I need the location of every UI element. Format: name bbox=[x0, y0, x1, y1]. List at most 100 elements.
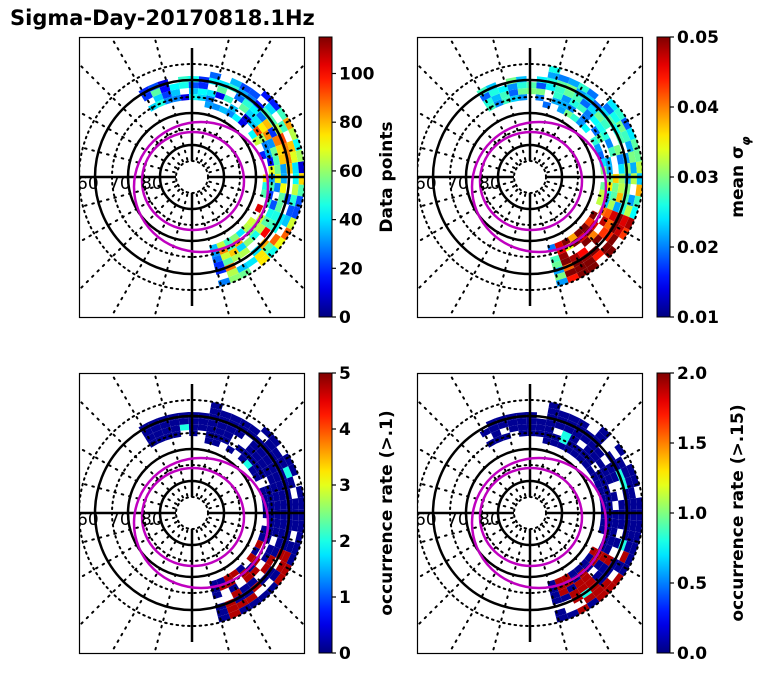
grid-radial-dotted bbox=[546, 145, 642, 174]
data-bin bbox=[235, 242, 247, 253]
data-bin bbox=[219, 410, 233, 420]
data-bin bbox=[282, 453, 294, 467]
colorbar-label: occurrence rate (>.1) bbox=[377, 410, 397, 615]
data-bin bbox=[609, 471, 620, 483]
data-bin bbox=[518, 94, 528, 101]
data-bin bbox=[297, 497, 304, 510]
data-bin bbox=[291, 184, 299, 196]
colorbar-tick-label: 4 bbox=[339, 420, 351, 440]
axes-frame bbox=[416, 36, 644, 319]
data-bin bbox=[566, 583, 578, 593]
data-bin bbox=[286, 476, 296, 489]
grid-radial-dotted bbox=[449, 191, 522, 317]
data-bin bbox=[245, 256, 258, 268]
data-bin bbox=[558, 251, 570, 261]
latitude-label: 60 bbox=[415, 174, 437, 194]
data-bin bbox=[239, 247, 251, 258]
data-bin bbox=[595, 196, 605, 206]
data-bin bbox=[280, 509, 287, 520]
data-bin bbox=[566, 273, 580, 284]
data-bin bbox=[564, 267, 577, 278]
grid-radial-dotted bbox=[195, 193, 231, 317]
data-bin bbox=[618, 509, 625, 520]
data-bin bbox=[603, 544, 613, 555]
data-bin bbox=[626, 127, 637, 141]
colorbar-tick-label: 5 bbox=[339, 364, 351, 384]
data-bin bbox=[297, 184, 304, 197]
data-bin bbox=[602, 102, 615, 115]
data-bin bbox=[279, 183, 287, 194]
data-bin bbox=[271, 527, 280, 538]
data-bin bbox=[273, 236, 286, 250]
data-bin bbox=[595, 122, 606, 134]
data-bin bbox=[544, 425, 555, 434]
grid-radial-dotted bbox=[541, 188, 642, 291]
data-bin bbox=[536, 82, 547, 90]
data-bin bbox=[226, 603, 239, 614]
data-bin bbox=[180, 94, 190, 101]
grid-radial-dotted bbox=[491, 37, 527, 161]
data-bin bbox=[620, 117, 632, 131]
colorbar-tick-label: 0.01 bbox=[677, 308, 719, 328]
grid-circle-dotted bbox=[175, 496, 209, 530]
data-bin bbox=[613, 560, 625, 573]
data-bin bbox=[256, 447, 267, 459]
auroral-oval-outer bbox=[470, 120, 608, 254]
data-bin bbox=[274, 164, 281, 175]
data-bin bbox=[248, 597, 262, 609]
data-bin bbox=[588, 210, 598, 221]
latitude-label: 60 bbox=[415, 510, 437, 530]
data-bin bbox=[228, 583, 240, 593]
grid-radial-dotted bbox=[417, 481, 514, 510]
data-bin bbox=[281, 214, 292, 228]
data-bin bbox=[236, 598, 249, 610]
data-bin bbox=[627, 151, 636, 163]
grid-radial-dotted bbox=[417, 398, 519, 502]
data-bin bbox=[581, 572, 592, 584]
grid-radial-dotted bbox=[111, 37, 184, 163]
data-bin bbox=[624, 217, 635, 231]
data-bin bbox=[229, 77, 243, 88]
data-bin bbox=[152, 93, 164, 103]
data-bin bbox=[225, 424, 237, 435]
data-bin bbox=[292, 498, 299, 510]
latitude-label: 80 bbox=[479, 510, 501, 530]
data-bin bbox=[575, 454, 586, 464]
data-bin bbox=[260, 226, 271, 239]
data-bin bbox=[603, 208, 613, 219]
data-bin bbox=[600, 118, 611, 130]
data-bin bbox=[554, 576, 564, 586]
data-bin bbox=[265, 544, 275, 555]
axes-frame bbox=[78, 372, 306, 655]
data-bin bbox=[246, 577, 258, 588]
data-bin bbox=[223, 94, 234, 104]
grid-radial-dotted bbox=[417, 516, 514, 545]
data-bin bbox=[618, 173, 625, 184]
data-bin bbox=[249, 104, 261, 116]
data-bin bbox=[552, 91, 564, 101]
grid-radial-dotted bbox=[533, 37, 569, 161]
figure-title: Sigma-Day-20170818.1Hz bbox=[10, 6, 315, 30]
data-bin bbox=[620, 466, 631, 479]
colorbar-tick-label: 0 bbox=[339, 644, 351, 664]
data-bin bbox=[624, 553, 635, 567]
data-bin bbox=[598, 215, 609, 227]
data-bin bbox=[235, 564, 246, 574]
data-bin bbox=[605, 182, 613, 192]
colorbar-tick-label: 0.03 bbox=[677, 168, 719, 188]
grid-radial-dotted bbox=[203, 63, 304, 166]
data-bin bbox=[152, 429, 164, 439]
grid-radial-dotted bbox=[153, 37, 189, 161]
data-bin bbox=[214, 427, 226, 437]
data-bin bbox=[584, 552, 594, 563]
data-bin bbox=[198, 418, 209, 426]
data-bin bbox=[264, 102, 277, 115]
data-bin bbox=[273, 182, 281, 193]
data-bin bbox=[479, 91, 491, 102]
data-bin bbox=[577, 247, 589, 258]
colorbar-tick-label: 100 bbox=[339, 65, 375, 85]
data-bin bbox=[619, 550, 630, 564]
data-bin bbox=[257, 122, 268, 134]
latitude-label: 70 bbox=[109, 174, 131, 194]
data-bin bbox=[581, 123, 591, 134]
